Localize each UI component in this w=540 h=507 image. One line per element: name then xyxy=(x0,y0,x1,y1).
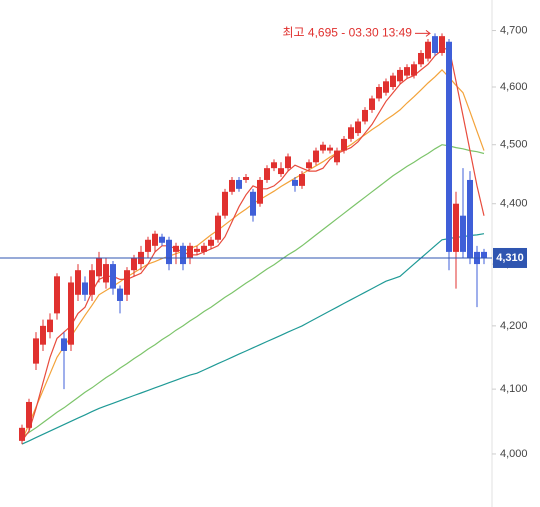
candle-body xyxy=(229,179,235,192)
candle-body xyxy=(453,203,459,252)
moving-average-line xyxy=(21,233,485,445)
candle-body xyxy=(285,156,291,169)
candle-body xyxy=(467,179,473,258)
candle-body xyxy=(194,248,200,252)
y-tick-label: 4,000 xyxy=(500,448,528,460)
y-tick-label: 4,400 xyxy=(500,198,528,210)
candle-body xyxy=(404,67,410,76)
candle-body xyxy=(152,233,158,246)
candle-body xyxy=(397,69,403,82)
candle-body xyxy=(201,245,207,252)
candle-body xyxy=(362,109,368,122)
candle-body xyxy=(222,191,228,216)
candle-body xyxy=(306,162,312,169)
price-tag xyxy=(493,247,527,268)
candle-body xyxy=(348,127,354,139)
y-tick-label: 4,500 xyxy=(500,139,528,151)
candle-body xyxy=(75,270,81,295)
candles xyxy=(19,33,487,445)
price-tag-label: 4,310 xyxy=(496,252,524,264)
candle-body xyxy=(215,215,221,240)
candle-body xyxy=(460,215,466,252)
candle-body xyxy=(432,36,438,53)
y-tick-label: 4,700 xyxy=(500,24,528,36)
overlay: 4,310 최고 4,695 - 03.30 13:49 xyxy=(0,26,527,268)
candle-body xyxy=(208,239,214,246)
candle-body xyxy=(33,338,39,364)
candle-body xyxy=(278,168,284,175)
candle-body xyxy=(257,179,263,204)
candle-body xyxy=(96,257,102,277)
candle-body xyxy=(47,319,53,333)
candle-body xyxy=(54,276,60,314)
candle-body xyxy=(131,257,137,271)
candle-body xyxy=(369,98,375,110)
annotation-arrowhead xyxy=(425,29,431,37)
candle-body xyxy=(145,239,151,252)
candle-body xyxy=(110,264,116,289)
candle-body xyxy=(271,162,277,169)
candle-body xyxy=(418,52,424,65)
candle-body xyxy=(68,282,74,345)
candle-body xyxy=(250,191,256,216)
candle-body xyxy=(82,282,88,295)
candle-body xyxy=(355,121,361,134)
candle-body xyxy=(334,150,340,163)
candle-body xyxy=(313,150,319,163)
candle-body xyxy=(264,168,270,180)
candle-body xyxy=(481,251,487,258)
candle-body xyxy=(159,236,165,243)
candle-body xyxy=(446,41,452,252)
candle-body xyxy=(390,75,396,88)
y-tick-label: 4,600 xyxy=(500,81,528,93)
moving-average-line xyxy=(21,144,485,439)
candle-body xyxy=(124,270,130,295)
candle-body xyxy=(236,179,242,189)
annotation: 최고 4,695 - 03.30 13:49 xyxy=(282,26,412,40)
candle-body xyxy=(103,264,109,283)
candle-body xyxy=(320,144,326,151)
moving-average-line xyxy=(21,46,485,442)
candle-body xyxy=(117,288,123,301)
candle-body xyxy=(173,245,179,252)
candle-body xyxy=(89,270,95,295)
candle-body xyxy=(187,245,193,258)
candle-body xyxy=(425,41,431,59)
candle-body xyxy=(411,64,417,76)
candle-body xyxy=(180,245,186,265)
candle-body xyxy=(327,147,333,151)
candle-body xyxy=(341,138,347,151)
candle-body xyxy=(299,174,305,186)
candle-body xyxy=(19,427,25,441)
candle-body xyxy=(383,81,389,93)
y-tick-label: 4,100 xyxy=(500,383,528,395)
candle-body xyxy=(166,239,172,265)
y-tick-label: 4,200 xyxy=(500,320,528,332)
moving-average-line xyxy=(21,69,485,442)
candle-body xyxy=(292,179,298,186)
candle-body xyxy=(40,325,46,345)
candle-body xyxy=(376,87,382,99)
candle-body xyxy=(26,401,32,428)
candle-body xyxy=(439,36,445,53)
moving-averages xyxy=(21,46,485,445)
candle-body xyxy=(243,177,249,180)
candle-body xyxy=(61,338,67,351)
